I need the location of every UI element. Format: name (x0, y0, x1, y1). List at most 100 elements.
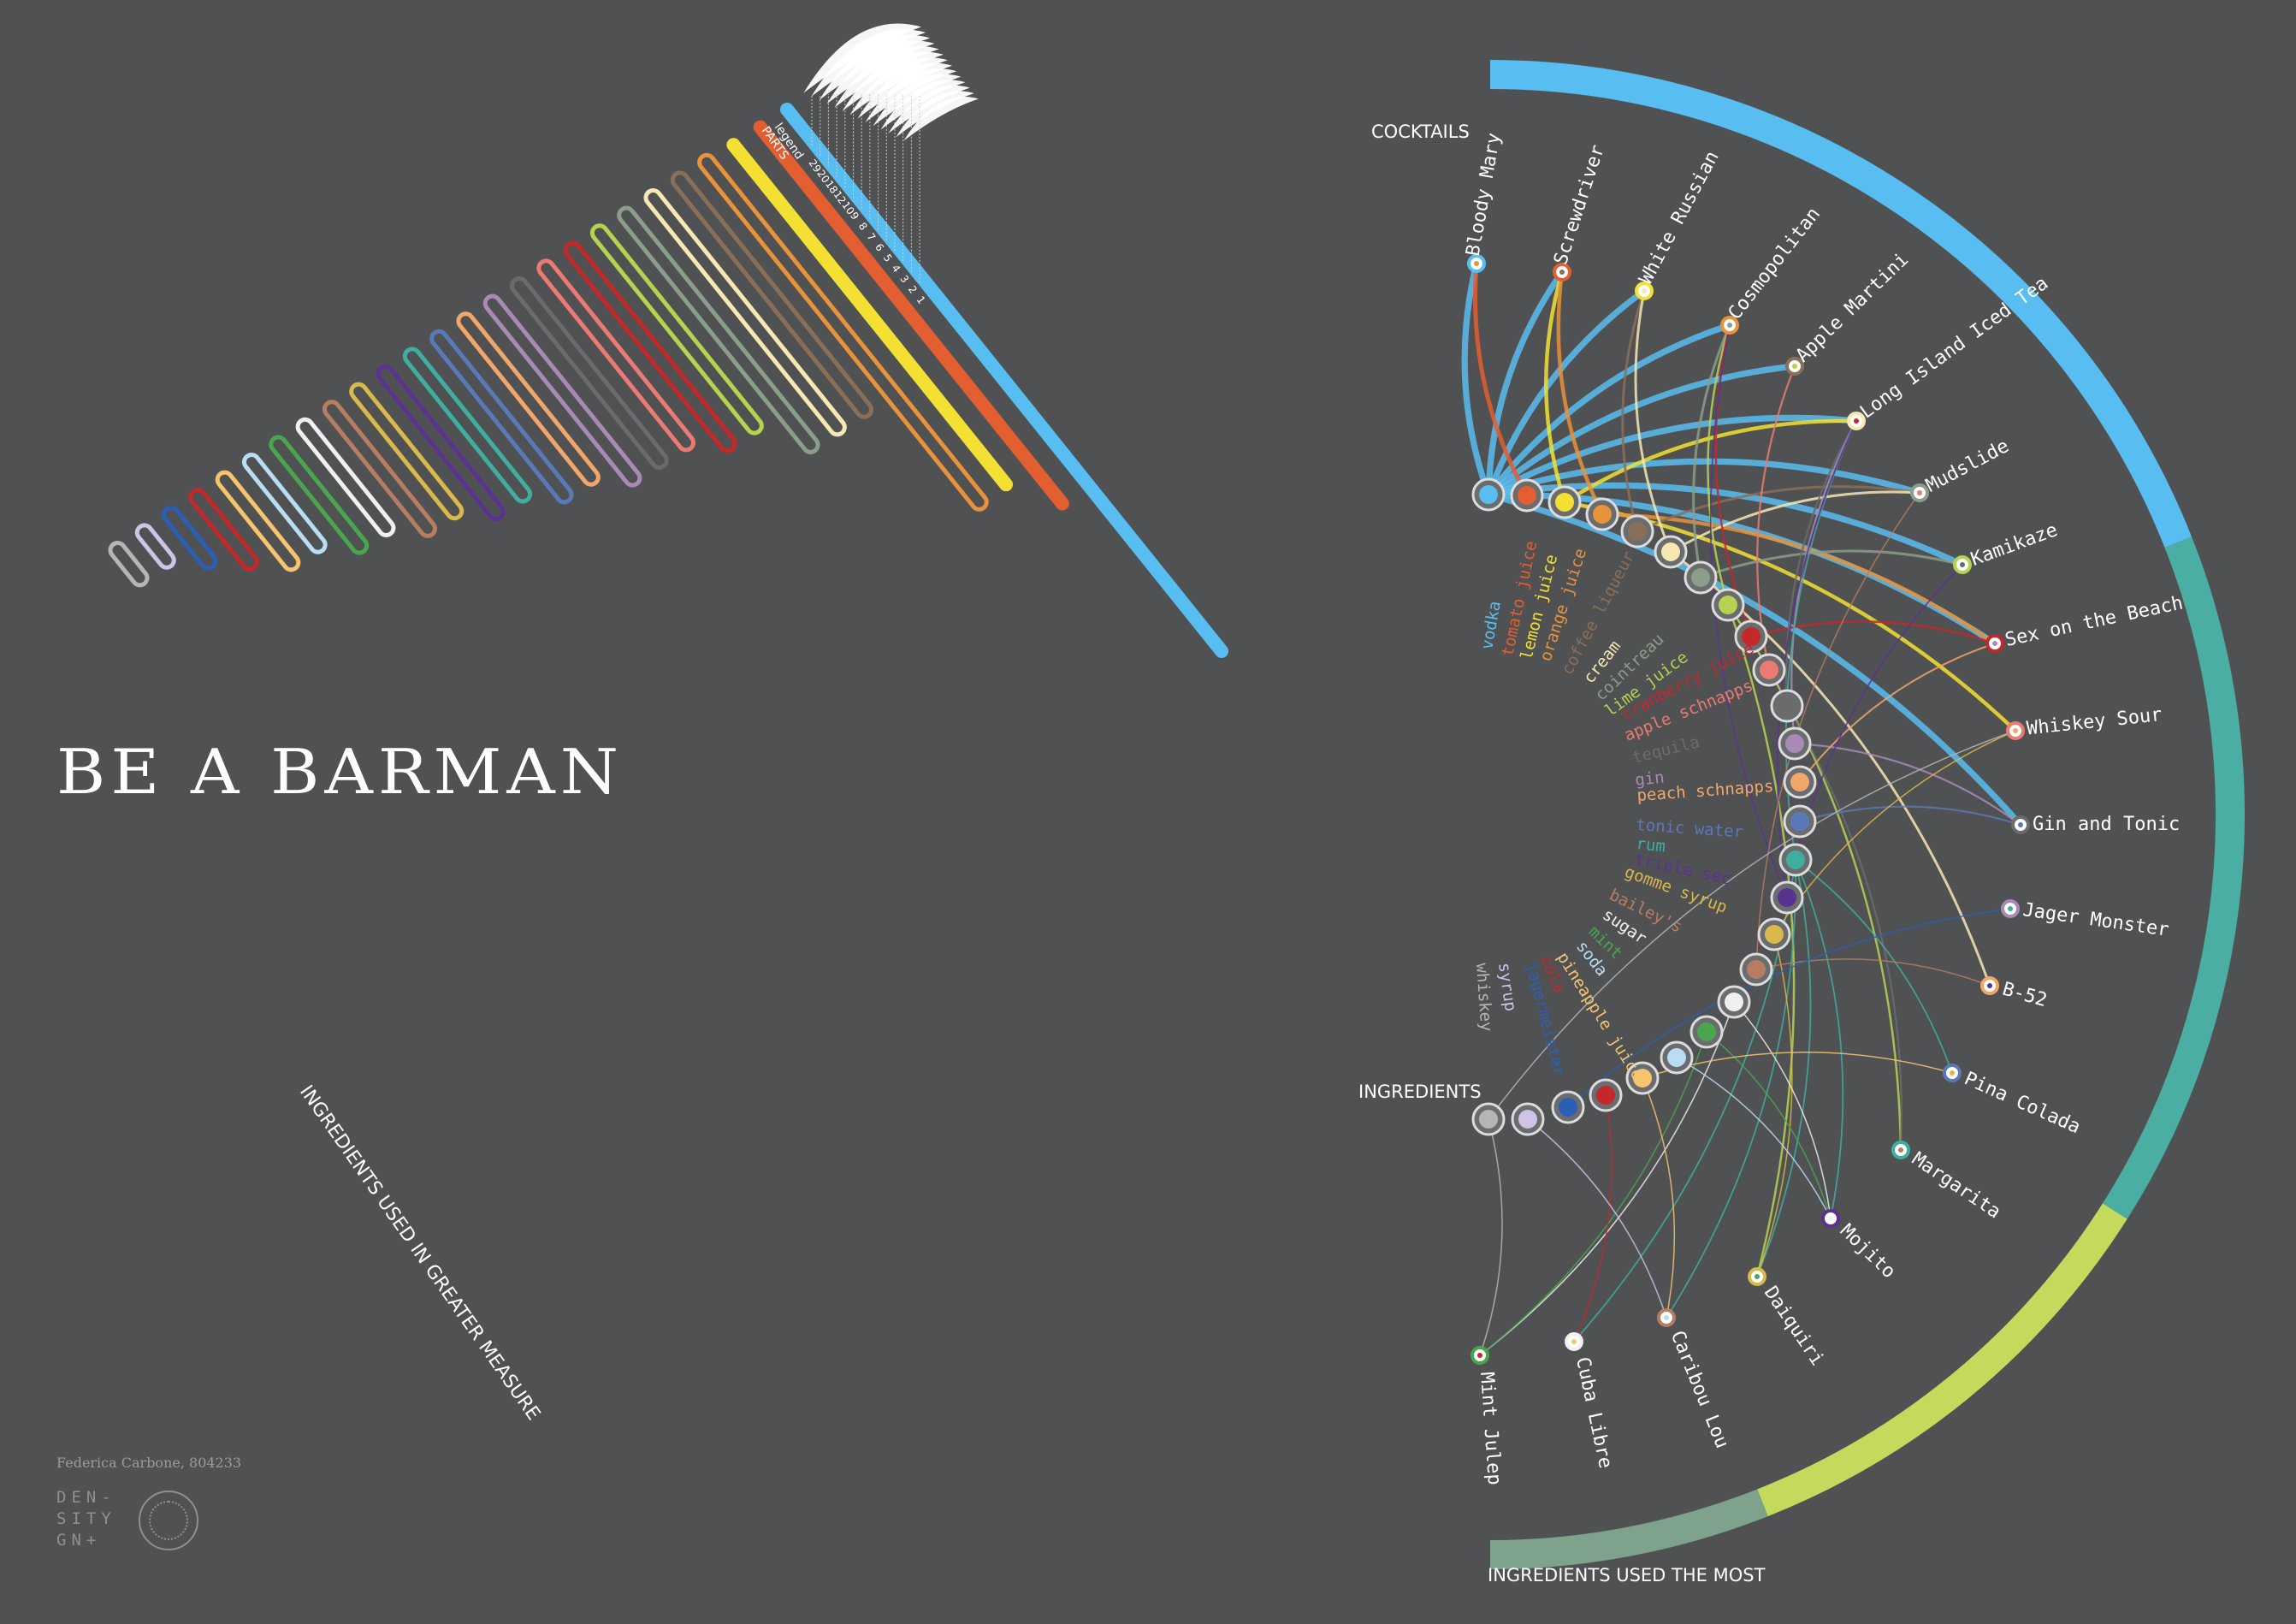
bar-pineapple-juice (215, 470, 301, 572)
cocktail-bloody-mary: Bloody Mary (1463, 131, 1506, 273)
ingredient-node (1778, 843, 1813, 877)
svg-text:B-52: B-52 (2000, 979, 2050, 1012)
svg-text:Caribou Lou: Caribou Lou (1666, 1328, 1733, 1451)
arc-segment (1489, 60, 2192, 548)
cocktail-cosmopolitan: Cosmopolitan (1720, 204, 1826, 335)
link (1700, 549, 1963, 579)
legend-value: 1 (914, 294, 928, 306)
ingredient-node (1654, 535, 1688, 569)
ingredient-label: syrup (1494, 962, 1520, 1013)
page-title: BE A BARMAN (56, 737, 624, 809)
ingredient-node (1689, 1015, 1724, 1049)
svg-text:Cosmopolitan: Cosmopolitan (1725, 204, 1826, 324)
link (1777, 420, 1857, 898)
link (1488, 730, 2016, 1120)
ingredient-node (1734, 619, 1768, 654)
ingredient-node (1625, 1061, 1660, 1095)
svg-text:Jager Monster: Jager Monster (2021, 899, 2170, 941)
link (1479, 1001, 1735, 1356)
cocktail-white-russian: White Russian (1635, 148, 1724, 300)
link (1544, 271, 1567, 503)
density-logo: DEN- SITY GN+ (56, 1488, 116, 1550)
bar-cream (643, 188, 847, 437)
svg-text:Sex on the Beach: Sex on the Beach (2003, 592, 2185, 651)
ingredient-bars (108, 103, 1228, 658)
link (1670, 490, 1920, 554)
cocktail-kamikaze: Kamikaze (1953, 519, 2061, 574)
link (1756, 859, 1812, 1277)
svg-text:Bloody Mary: Bloody Mary (1463, 131, 1506, 258)
legend-crescent (903, 96, 979, 141)
arc-segment (1489, 1489, 1768, 1569)
bar-coffee-liqueur (670, 170, 874, 419)
ingredient-node (1551, 1090, 1585, 1124)
legend-value: 2 (906, 283, 920, 295)
svg-text:Pina Colada: Pina Colada (1961, 1068, 2083, 1138)
cocktail-whiskey-sour: Whiskey Sour (2006, 704, 2163, 740)
link (1755, 958, 1991, 987)
bar-triple-sec (376, 365, 506, 522)
svg-text:Gin and Tonic: Gin and Tonic (2033, 814, 2180, 835)
legend-crescent (857, 62, 953, 119)
ingredient-node (1511, 1102, 1545, 1136)
legend-value: 8 (856, 220, 870, 232)
bar-peach-schnapps (456, 311, 601, 487)
link (1487, 414, 1857, 498)
cocktail-apple-martini: Apple Martini (1785, 249, 1913, 376)
cocktails-label: COCKTAILS (1371, 122, 1470, 142)
ingredient-node (1620, 514, 1654, 548)
bar-jagermeister (162, 505, 218, 571)
legend-crescent (880, 80, 966, 130)
ingredient-node (1739, 952, 1773, 987)
svg-text:Mint Julep: Mint Julep (1476, 1372, 1505, 1486)
link (1706, 1031, 1831, 1219)
connection-links (1461, 263, 2023, 1356)
link (1486, 363, 1796, 497)
ingredient-node (1770, 689, 1804, 723)
left-axis-label: INGREDIENTS USED IN GREATER MEASURE (295, 1082, 544, 1425)
ingredient-node (1778, 726, 1812, 761)
link (1733, 1001, 1831, 1219)
link (1794, 742, 2021, 826)
link (1573, 1094, 1613, 1342)
link (1755, 492, 1920, 970)
svg-text:Kamikaze: Kamikaze (1968, 519, 2061, 571)
legend-value: 6 (873, 241, 886, 253)
cocktail-gin-and-tonic: Gin and Tonic (2011, 814, 2180, 835)
outer-arc (1489, 60, 2245, 1569)
link (1642, 1077, 1676, 1319)
link (1567, 908, 2011, 1108)
ingredient-node (1711, 588, 1745, 622)
legend-value: 3 (897, 273, 911, 285)
bar-whiskey (108, 541, 150, 588)
link (1479, 1118, 1503, 1356)
link (1756, 934, 1793, 1277)
link (1485, 270, 1565, 495)
legend-crescent (873, 74, 962, 127)
link (1485, 288, 1647, 496)
bar-tomato-juice (753, 120, 1069, 511)
ingredient-node (1684, 560, 1718, 595)
svg-text:Cuba Libre: Cuba Libre (1571, 1355, 1616, 1471)
svg-text:Whiskey Sour: Whiskey Sour (2026, 704, 2163, 739)
bar-tequila (510, 276, 669, 470)
ingredient-node (1783, 804, 1817, 839)
bar-lemon-juice (726, 138, 1014, 492)
ingredient-label: gin (1634, 768, 1665, 790)
arc-label: INGREDIENTS USED THE MOST (1488, 1565, 1766, 1585)
cocktail-sex-on-the-beach: Sex on the Beach (1985, 592, 2185, 653)
legend-crescent (865, 68, 957, 122)
legend-crescent (896, 91, 974, 138)
cocktail-caribou-lou: Caribou Lou (1657, 1308, 1733, 1451)
bar-mint (269, 435, 370, 555)
link (1563, 418, 1857, 504)
bar-rum (402, 347, 533, 504)
cocktail-mojito: Mojito (1821, 1209, 1899, 1283)
bar-gin (482, 293, 642, 488)
legend-value: 7 (864, 231, 878, 243)
legend-value: 4 (890, 263, 903, 275)
ingredient-node (1752, 653, 1786, 687)
bar-tonic-water (429, 329, 574, 505)
cocktail-pina-colada: Pina Colada (1943, 1064, 2084, 1138)
